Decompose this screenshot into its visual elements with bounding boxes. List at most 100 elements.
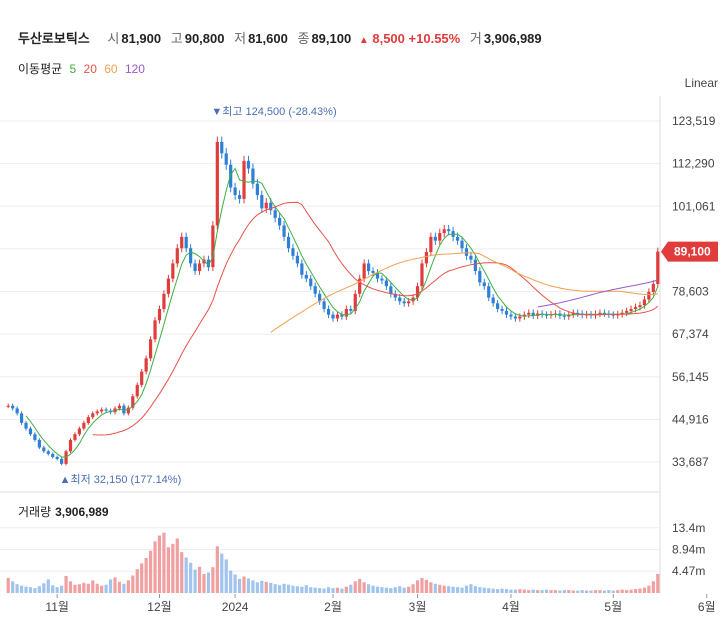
volume-bar xyxy=(291,585,295,593)
volume-bar xyxy=(344,586,348,593)
candle-body xyxy=(215,141,219,226)
volume-bar xyxy=(411,584,415,593)
volume-bar xyxy=(322,588,326,593)
volume-bar xyxy=(282,583,286,593)
low-label: 저 xyxy=(234,31,247,46)
volume-bar xyxy=(487,588,491,593)
volume-bar xyxy=(55,587,59,593)
candle-body xyxy=(407,301,411,304)
candle-body xyxy=(491,297,495,304)
ma-legend-120[interactable]: 120 xyxy=(124,62,145,76)
candle-body xyxy=(326,308,331,315)
candle-body xyxy=(500,308,504,311)
candle-body xyxy=(197,263,202,272)
candle-body xyxy=(487,286,491,298)
volume-tick-label: 8.94m xyxy=(672,542,705,556)
volume-bar xyxy=(464,585,469,593)
candle-body xyxy=(264,202,268,209)
x-axis-label: 6월 xyxy=(698,600,716,614)
candle-body xyxy=(206,259,211,268)
candle-body xyxy=(611,314,615,316)
volume-bar xyxy=(598,590,602,593)
candle-body xyxy=(455,236,460,241)
volume-bar xyxy=(451,586,455,593)
volume-bar xyxy=(242,576,246,593)
candle-body xyxy=(504,310,509,315)
candle-body xyxy=(598,312,602,314)
candle-body xyxy=(625,310,629,313)
stock-name: 두산로보틱스 xyxy=(18,31,90,46)
ma-legend-20[interactable]: 20 xyxy=(83,62,97,76)
candle-body xyxy=(513,316,518,319)
candle-body xyxy=(180,236,184,249)
candle-body xyxy=(656,251,660,284)
candle-body xyxy=(531,312,535,316)
candle-body xyxy=(153,320,157,340)
volume-bar xyxy=(620,589,624,593)
volume-bar xyxy=(384,587,388,593)
volume-bar xyxy=(651,581,655,593)
candle-body xyxy=(642,299,647,306)
x-axis-label: 2월 xyxy=(324,600,342,614)
candle-body xyxy=(447,229,451,232)
x-axis-label: 5월 xyxy=(604,600,622,614)
candle-body xyxy=(140,371,144,385)
price-tick-label: 56,145 xyxy=(672,370,709,384)
volume-bar xyxy=(478,587,482,593)
candle-body xyxy=(411,297,415,302)
price-tick-label: 123,519 xyxy=(672,114,716,128)
volume-bar xyxy=(304,585,308,593)
candle-body xyxy=(24,422,28,429)
ma-legend-5[interactable]: 5 xyxy=(69,62,77,76)
volume-bar xyxy=(113,577,117,593)
candle-body xyxy=(309,278,313,287)
volume-bar xyxy=(300,586,304,593)
candle-body xyxy=(33,434,37,440)
candle-body xyxy=(273,210,277,218)
candle-body xyxy=(527,312,531,315)
candle-body xyxy=(162,293,166,309)
volume-bar xyxy=(237,578,242,593)
x-axis-label: 3월 xyxy=(409,600,427,614)
volume-bar xyxy=(584,590,589,593)
moving-average-legend[interactable]: 이동평균 5 20 60 120 xyxy=(18,60,149,77)
volume-bar xyxy=(144,557,148,593)
volume-bar xyxy=(349,584,353,593)
volume-bar xyxy=(255,582,259,593)
candle-body xyxy=(562,315,566,317)
volume-bar xyxy=(375,586,380,593)
volume-bar xyxy=(117,581,122,593)
candle-body xyxy=(340,314,344,317)
candle-body xyxy=(11,405,15,409)
volume-bar xyxy=(229,570,233,593)
volume-bar xyxy=(82,582,86,593)
candle-body xyxy=(189,248,193,264)
candle-body xyxy=(304,274,308,279)
ma-legend-60[interactable]: 60 xyxy=(104,62,118,76)
candle-body xyxy=(424,252,429,264)
candle-body xyxy=(651,283,655,292)
candle-body xyxy=(438,233,442,241)
close-label: 종 xyxy=(297,31,310,46)
volume-bar xyxy=(625,590,629,593)
volume-bar xyxy=(295,586,300,593)
volume-bar xyxy=(6,577,10,593)
volume-bar xyxy=(11,581,15,593)
candle-body xyxy=(433,236,437,241)
volume-bar xyxy=(273,584,277,593)
candle-body xyxy=(460,240,464,249)
x-axis-label: 12월 xyxy=(147,600,171,614)
candle-body xyxy=(393,293,397,298)
volume-bar xyxy=(504,589,509,593)
candle-body xyxy=(380,278,384,281)
candle-body xyxy=(629,308,633,311)
candle-body xyxy=(166,278,170,294)
candle-body xyxy=(331,314,335,319)
candle-body xyxy=(544,314,549,316)
volume-bar xyxy=(366,584,371,593)
volume-bar xyxy=(415,580,420,593)
scale-type-toggle[interactable]: Linear xyxy=(684,76,718,90)
candle-body xyxy=(157,308,162,321)
volume-bar xyxy=(166,547,170,593)
